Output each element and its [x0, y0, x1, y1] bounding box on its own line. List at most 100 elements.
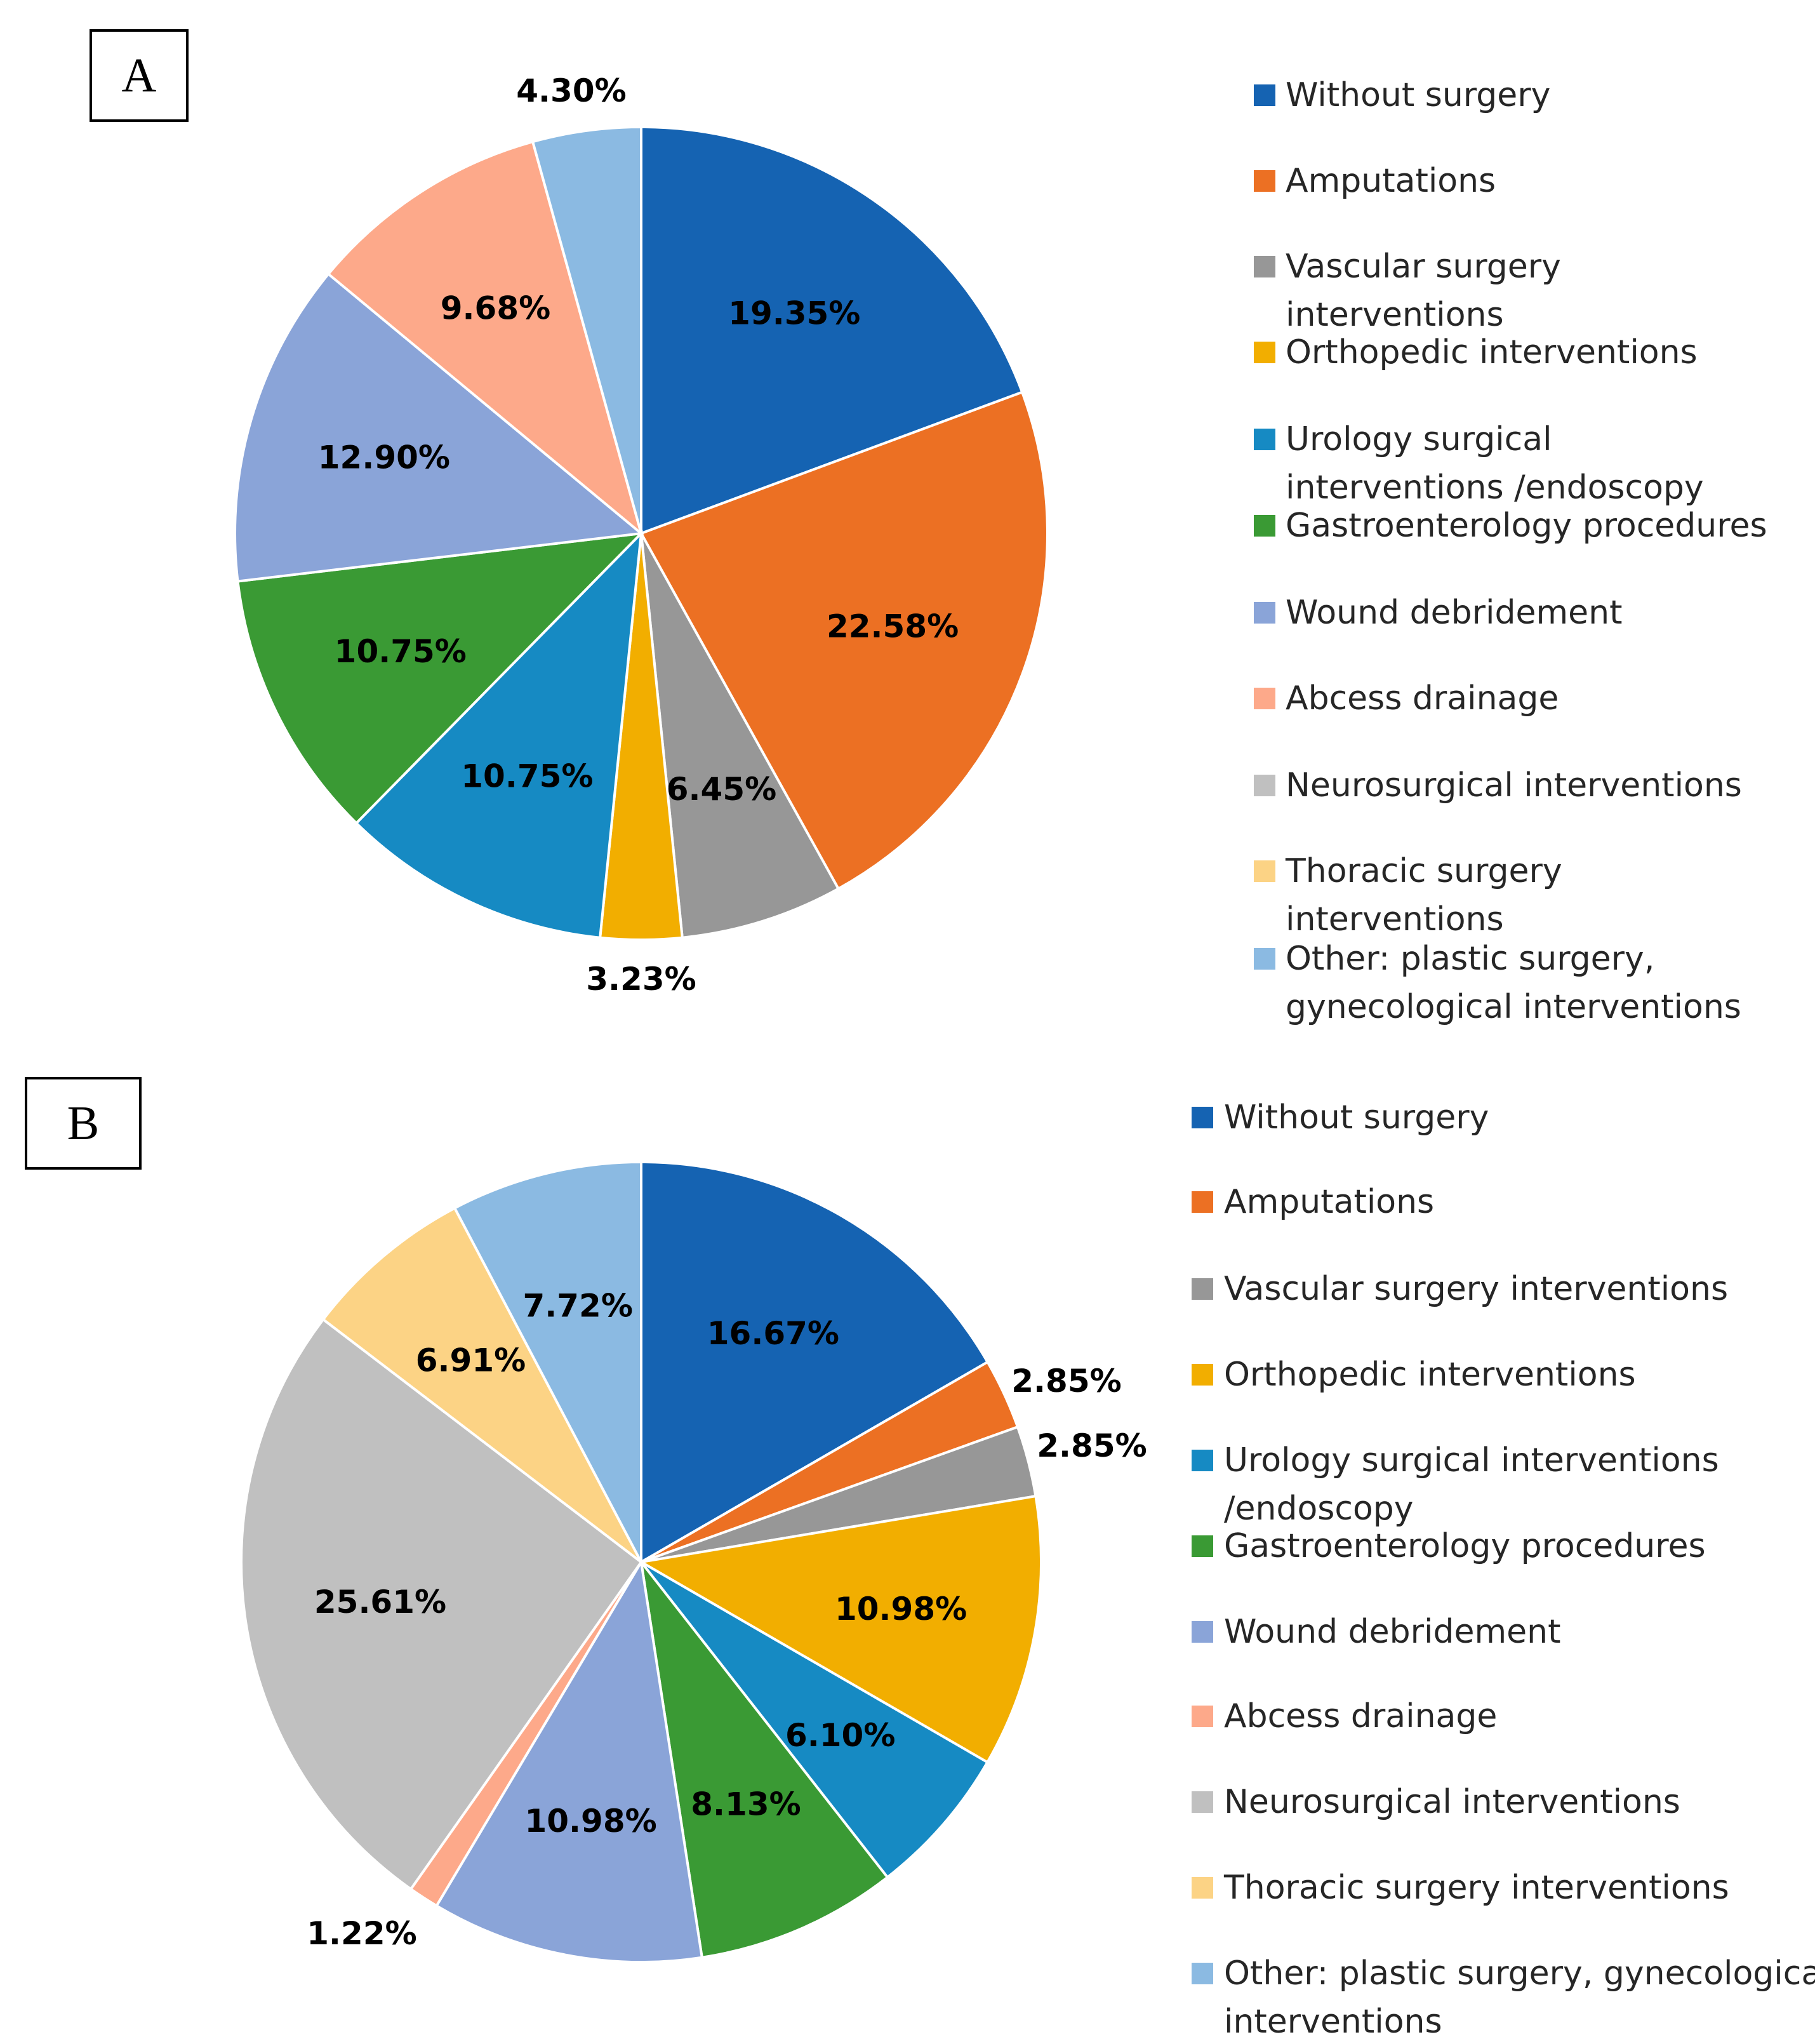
pie-a-label-orthopedic-interventions: 3.23% [586, 961, 696, 998]
legend-label: Wound debridement [1224, 1613, 1560, 1651]
legend-a-item-abcess-drainage: Abcess drainage [1254, 679, 1559, 718]
pie-b-slice-gastroenterology-procedures [639, 1557, 889, 1959]
pie-b-label-neurosurgical-interventions: 25.61% [314, 1584, 446, 1620]
legend-label: Orthopedic interventions [1224, 1356, 1636, 1394]
panel-a: A 19.35% 22.58% 6.45% 3.23% 10.75% 10.75% 12.9… [90, 29, 1767, 1026]
panel-b-letter-box [25, 1077, 142, 1170]
legend-label: Neurosurgical interventions [1286, 766, 1742, 805]
pie-a-label-without-surgery: 19.35% [728, 295, 860, 331]
pie-a-slice-gastroenterology-procedures [236, 531, 645, 825]
legend-a-item-other-plastic-surgery-gynecological-interventions: Other: plastic surgery, gynecological int… [1254, 940, 1741, 1026]
legend-swatch [1192, 1963, 1213, 1984]
pie-a [234, 125, 1049, 941]
legend-swatch [1192, 1877, 1213, 1899]
legend-label: Vascular surgery [1286, 248, 1561, 286]
pie-b-slice-urology-surgical-interventions-endoscopy [640, 1561, 990, 1880]
legend-swatch [1254, 170, 1275, 192]
pie-b-label-amputations: 2.85% [1011, 1363, 1121, 1399]
pie-a-slice-wound-debridement [234, 272, 644, 583]
legend-b-item-vascular-surgery-interventions: Vascular surgery interventions [1192, 1270, 1728, 1308]
legend-swatch [1192, 1791, 1213, 1813]
pie-b-slice-neurosurgical-interventions [240, 1318, 643, 1891]
legend-swatch [1254, 256, 1275, 277]
pie-b-label-gastroenterology-procedures: 8.13% [691, 1786, 801, 1823]
pie-a-label-wound-debridement: 12.90% [318, 439, 450, 476]
legend-b-item-urology-surgical-interventions-endoscopy: Urology surgical interventions/endoscopy [1192, 1441, 1719, 1528]
legend-label: Gastroenterology procedures [1286, 507, 1767, 545]
legend-swatch [1254, 84, 1275, 106]
legend-label: gynecological interventions [1286, 988, 1741, 1026]
pie-b-slice-thoracic-surgery-interventions [321, 1206, 642, 1563]
legend-label: Vascular surgery interventions [1224, 1270, 1728, 1308]
legend-swatch [1192, 1706, 1213, 1727]
pie-a-label-urology-surgical-interventions-endoscopy: 10.75% [461, 758, 593, 794]
legend-a-item-neurosurgical-interventions: Neurosurgical interventions [1254, 766, 1742, 805]
pie-b-label-wound-debridement: 10.98% [524, 1803, 656, 1840]
legend-a-item-amputations: Amputations [1254, 162, 1496, 200]
legend-b-item-gastroenterology-procedures: Gastroenterology procedures [1192, 1527, 1706, 1565]
legend-a-item-urology-surgical-interventions-endoscopy: Urology surgical interventions /endoscopy [1254, 420, 1704, 507]
pie-a-label-gastroenterology-procedures: 10.75% [335, 633, 467, 670]
legend-swatch [1192, 1364, 1213, 1386]
pie-b-label-other-plastic-surgery-gynecological-interventions: 7.72% [522, 1287, 632, 1324]
pie-b-label-orthopedic-interventions: 10.98% [835, 1591, 967, 1627]
legend-swatch [1192, 1191, 1213, 1213]
legend-label: Without surgery [1286, 76, 1550, 114]
legend-a-item-vascular-surgery-interventions: Vascular surgery interventions [1254, 248, 1561, 334]
pie-a-slice-other-plastic-surgery-gynecological-interventions [531, 125, 642, 534]
legend-label: Amputations [1286, 162, 1496, 200]
pie-b [240, 1160, 1043, 1963]
legend-swatch [1254, 342, 1275, 363]
panel-a-letter: A [122, 49, 157, 102]
legend-b-item-other-plastic-surgery-gynecological-interventions: Other: plastic surgery, gynecological int… [1192, 1954, 1815, 2041]
legend-label: interventions [1224, 2003, 1442, 2041]
legend-label: Urology surgical interventions [1224, 1441, 1719, 1480]
pie-b-slice-orthopedic-interventions [637, 1494, 1043, 1765]
legend-label: Abcess drainage [1224, 1697, 1497, 1735]
legend-label: interventions [1286, 296, 1504, 334]
pie-b-label-without-surgery: 16.67% [707, 1315, 839, 1352]
legend-label: Wound debridement [1286, 594, 1622, 632]
legend-label: Gastroenterology procedures [1224, 1527, 1706, 1565]
legend-swatch [1254, 775, 1275, 796]
legend-label: Without surgery [1224, 1099, 1489, 1137]
panel-b: B 16.67% 2.85% 2.85% 10.98% 6.10% 8.13% 10.98%… [25, 1077, 1815, 2041]
legend-label: Other: plastic surgery, [1286, 940, 1654, 978]
legend-a-item-thoracic-surgery-interventions: Thoracic surgery interventions [1254, 852, 1562, 939]
pie-a-slice-urology-surgical-interventions-endoscopy [354, 530, 643, 939]
pie-a-label-other-plastic-surgery-gynecological-interventions: 4.30% [516, 72, 626, 109]
legend-b-item-neurosurgical-interventions: Neurosurgical interventions [1192, 1783, 1680, 1821]
pie-a-label-amputations: 22.58% [827, 608, 959, 645]
pie-b-label-abcess-drainage: 1.22% [307, 1915, 416, 1952]
legend-swatch [1254, 948, 1275, 970]
legend-b-item-amputations: Amputations [1192, 1183, 1434, 1221]
legend-label: interventions /endoscopy [1286, 469, 1704, 507]
legend-swatch [1192, 1107, 1213, 1128]
legend-label: Urology surgical [1286, 420, 1552, 458]
legend-label: Thoracic surgery [1285, 852, 1562, 890]
pie-b-slice-wound-debridement [434, 1558, 704, 1963]
legend-a-item-without-surgery: Without surgery [1254, 76, 1550, 114]
legend-b-item-thoracic-surgery-interventions: Thoracic surgery interventions [1192, 1869, 1729, 1907]
legend-label: Abcess drainage [1286, 679, 1559, 718]
pie-a-label-vascular-surgery-interventions: 6.45% [667, 771, 776, 808]
legend-swatch [1192, 1278, 1213, 1300]
legend-b-item-orthopedic-interventions: Orthopedic interventions [1192, 1356, 1636, 1394]
legend-swatch [1192, 1535, 1213, 1557]
legend-label: Orthopedic interventions [1286, 333, 1698, 371]
pie-b-slice-without-surgery [640, 1160, 990, 1565]
pie-a-slice-abcess-drainage [326, 140, 644, 537]
legend-swatch [1254, 688, 1275, 709]
legend-a: Without surgery Amputations Vascular surge… [1254, 76, 1767, 1026]
legend-a-item-orthopedic-interventions: Orthopedic interventions [1254, 333, 1698, 371]
pie-b-labels: 16.67% 2.85% 2.85% 10.98% 6.10% 8.13% 10.98% 1.… [307, 1287, 1147, 1952]
legend-a-item-wound-debridement: Wound debridement [1254, 594, 1622, 632]
legend-swatch [1254, 602, 1275, 624]
legend-label: Other: plastic surgery, gynecological [1224, 1954, 1815, 1993]
pie-b-label-thoracic-surgery-interventions: 6.91% [416, 1342, 526, 1379]
pie-b-slice-other-plastic-surgery-gynecological-interventions [453, 1160, 642, 1563]
pie-a-slice-amputations [639, 391, 1049, 891]
legend-swatch [1254, 860, 1275, 882]
legend-swatch [1254, 515, 1275, 537]
